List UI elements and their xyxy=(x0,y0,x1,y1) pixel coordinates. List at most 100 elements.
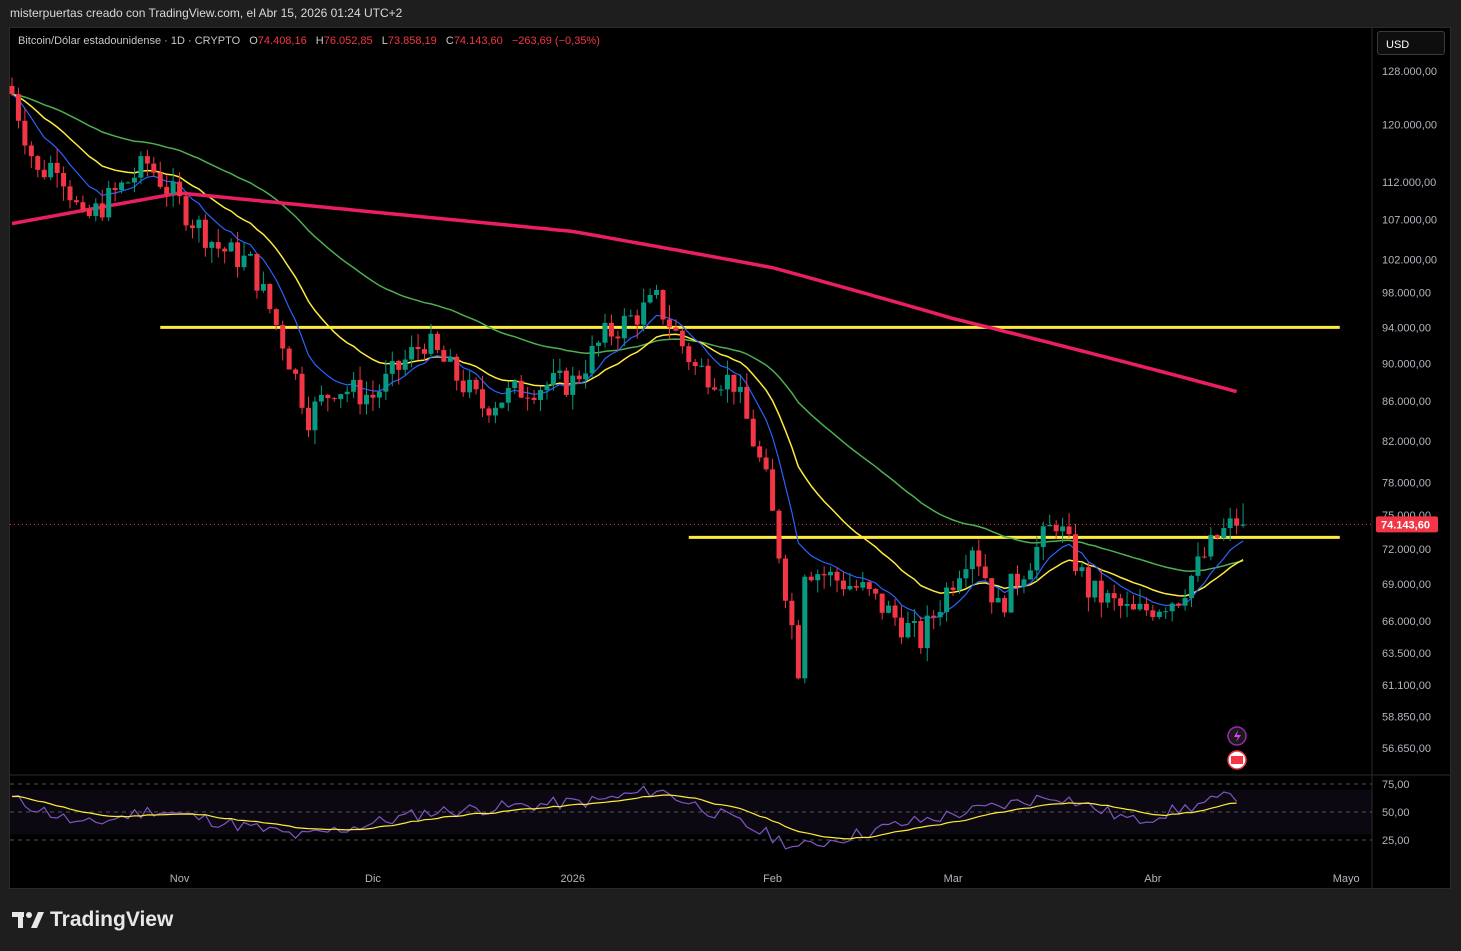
candle-body xyxy=(492,407,498,416)
candle-body xyxy=(1092,580,1098,598)
candle-body xyxy=(699,365,705,367)
candle-body xyxy=(305,407,311,431)
price-axis-label: 72.000,00 xyxy=(1382,544,1431,556)
price-axis-label: 107.000,00 xyxy=(1382,215,1437,227)
candle-body xyxy=(351,379,357,392)
candle-body xyxy=(1143,603,1149,611)
candle-body xyxy=(119,182,125,191)
candle-body xyxy=(1073,534,1079,572)
candle-body xyxy=(1105,593,1111,603)
candle-body xyxy=(641,302,647,325)
legend-change: −263,69 (−0,35%) xyxy=(511,35,600,47)
candle-body xyxy=(312,401,318,431)
candle-body xyxy=(1111,593,1117,599)
rsi-ma-line xyxy=(11,794,1237,840)
time-axis-label: Dic xyxy=(365,873,381,885)
candle-body xyxy=(480,389,486,409)
candle-body xyxy=(383,373,389,392)
candle-body xyxy=(608,322,614,337)
candle-body xyxy=(1208,535,1214,557)
candle-body xyxy=(886,605,892,613)
candle-body xyxy=(344,391,350,395)
candle-body xyxy=(1002,597,1008,613)
candle-body xyxy=(364,394,370,405)
last-price-label: 74.143,60 xyxy=(1381,519,1430,531)
candle-body xyxy=(808,576,814,581)
candle-body xyxy=(331,398,337,400)
chart-frame[interactable] xyxy=(9,27,1451,889)
candle-body xyxy=(847,585,853,590)
candle-body xyxy=(338,394,344,400)
candle-body xyxy=(396,360,402,370)
candle-body xyxy=(538,390,544,400)
candle-body xyxy=(544,385,550,391)
ema-yellow-line xyxy=(11,93,1244,597)
price-axis-label: 82.000,00 xyxy=(1382,436,1431,448)
candle-body xyxy=(712,387,718,390)
legend-close-value: 74.143,60 xyxy=(453,35,503,47)
rsi-axis-label: 75,00 xyxy=(1382,779,1410,791)
candle-body xyxy=(944,587,950,613)
candle-body xyxy=(1027,570,1033,580)
time-axis-label: Mayo xyxy=(1333,873,1360,885)
candle-body xyxy=(389,360,395,374)
candle-body xyxy=(125,182,131,184)
candle-body xyxy=(518,380,524,398)
candle-body xyxy=(763,457,769,470)
candle-body xyxy=(86,209,92,217)
rsi-axis-label: 50,00 xyxy=(1382,807,1410,819)
candle-body xyxy=(286,348,292,370)
price-axis-label: 90.000,00 xyxy=(1382,358,1431,370)
tradingview-brand: TradingView xyxy=(12,908,173,932)
candle-body xyxy=(937,612,943,618)
legend-symbol: Bitcoin/Dólar estadounidense · 1D · CRYP… xyxy=(18,35,241,47)
candle-body xyxy=(357,379,363,405)
candle-body xyxy=(570,375,576,395)
candle-body xyxy=(770,469,776,511)
candle-body xyxy=(48,162,54,178)
candle-body xyxy=(550,372,556,386)
currency-selector[interactable]: USD xyxy=(1377,31,1445,55)
candle-body xyxy=(1195,556,1201,576)
candle-body xyxy=(254,254,260,291)
legend-low-value: 73.858,19 xyxy=(387,35,437,47)
candle-body xyxy=(1053,524,1059,532)
candle-body xyxy=(61,173,67,187)
time-axis-label: Mar xyxy=(944,873,963,885)
candle-body xyxy=(512,380,518,389)
candle-body xyxy=(151,163,157,173)
candle-body xyxy=(995,597,1001,603)
legend-close-label: C xyxy=(445,35,454,47)
candle-body xyxy=(157,172,163,187)
legend-open-value: 74.408,16 xyxy=(257,35,307,47)
candle-body xyxy=(1131,604,1137,610)
candle-body xyxy=(9,85,15,95)
candle-body xyxy=(660,290,666,320)
candle-body xyxy=(54,162,60,174)
candle-body xyxy=(99,203,105,218)
candle-body xyxy=(428,333,434,354)
price-axis-label: 69.000,00 xyxy=(1382,579,1431,591)
candle-body xyxy=(467,379,473,393)
chart-legend: Bitcoin/Dólar estadounidense · 1D · CRYP… xyxy=(18,35,600,47)
candle-body xyxy=(222,248,228,252)
candle-body xyxy=(525,397,531,399)
candle-body xyxy=(1047,524,1053,527)
candle-body xyxy=(486,408,492,416)
candle-body xyxy=(1169,603,1175,612)
candle-body xyxy=(815,574,821,581)
candle-body xyxy=(1234,518,1240,526)
candle-body xyxy=(673,327,679,331)
candle-body xyxy=(196,219,202,229)
candle-body xyxy=(789,600,795,626)
candle-body xyxy=(905,622,911,638)
candle-body xyxy=(931,615,937,618)
candle-body xyxy=(866,582,872,589)
price-axis-label: 63.500,00 xyxy=(1382,648,1431,660)
candle-body xyxy=(273,309,279,326)
candle-body xyxy=(170,181,176,194)
candle-body xyxy=(924,615,930,649)
candle-body xyxy=(189,225,195,229)
candle-body xyxy=(1066,526,1072,535)
